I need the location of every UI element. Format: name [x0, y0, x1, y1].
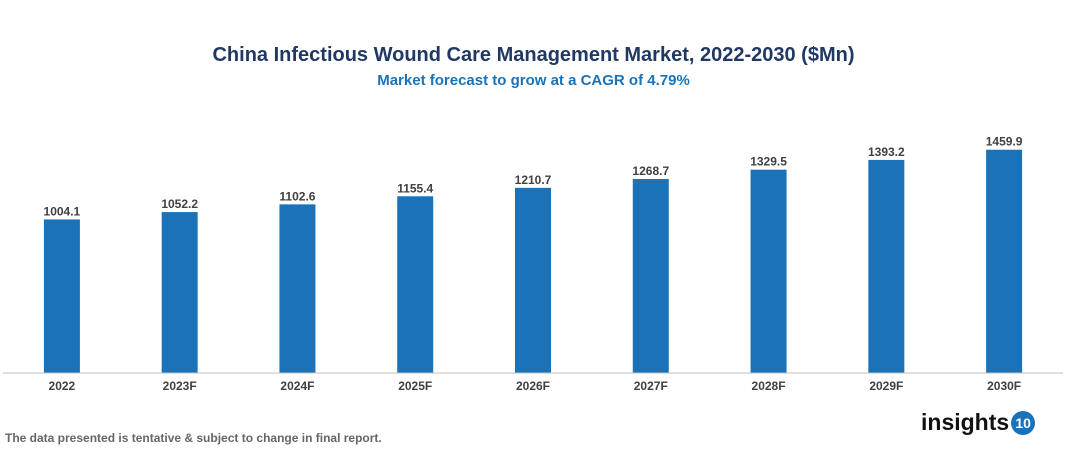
data-label: 1102.6 — [279, 189, 315, 203]
x-tick-label: 2027F — [634, 379, 668, 393]
x-tick-label: 2030F — [987, 379, 1021, 393]
data-label: 1004.1 — [44, 204, 81, 218]
data-label: 1459.9 — [986, 135, 1023, 149]
bar — [279, 204, 316, 373]
x-tick-label: 2026F — [516, 379, 550, 393]
data-label: 1268.7 — [632, 164, 669, 178]
x-tick-label: 2022 — [49, 379, 76, 393]
bar — [43, 219, 80, 373]
chart-title: China Infectious Wound Care Management M… — [212, 44, 855, 66]
insights10-logo: insights 10 — [921, 409, 1036, 436]
x-tick-label: 2024F — [280, 379, 314, 393]
bar — [161, 212, 198, 373]
x-tick-label: 2025F — [398, 379, 432, 393]
bar — [515, 187, 551, 373]
footer-note: The data presented is tentative & subjec… — [5, 431, 382, 445]
data-label: 1210.7 — [515, 173, 552, 187]
logo-text: insights — [921, 409, 1010, 435]
data-label: 1329.5 — [750, 155, 787, 169]
x-tick-label: 2029F — [869, 379, 903, 393]
data-label: 1393.2 — [868, 145, 905, 159]
bar — [750, 169, 787, 373]
x-tick-label: 2028F — [752, 379, 786, 393]
bar — [986, 149, 1023, 373]
x-tick-label: 2023F — [163, 379, 197, 393]
bar — [632, 178, 669, 373]
data-label: 1155.4 — [397, 181, 433, 195]
bar — [868, 159, 905, 373]
logo-badge: 10 — [1011, 410, 1036, 435]
data-label: 1052.2 — [161, 197, 198, 211]
bar — [397, 196, 434, 373]
chart-subtitle: Market forecast to grow at a CAGR of 4.7… — [377, 72, 690, 89]
